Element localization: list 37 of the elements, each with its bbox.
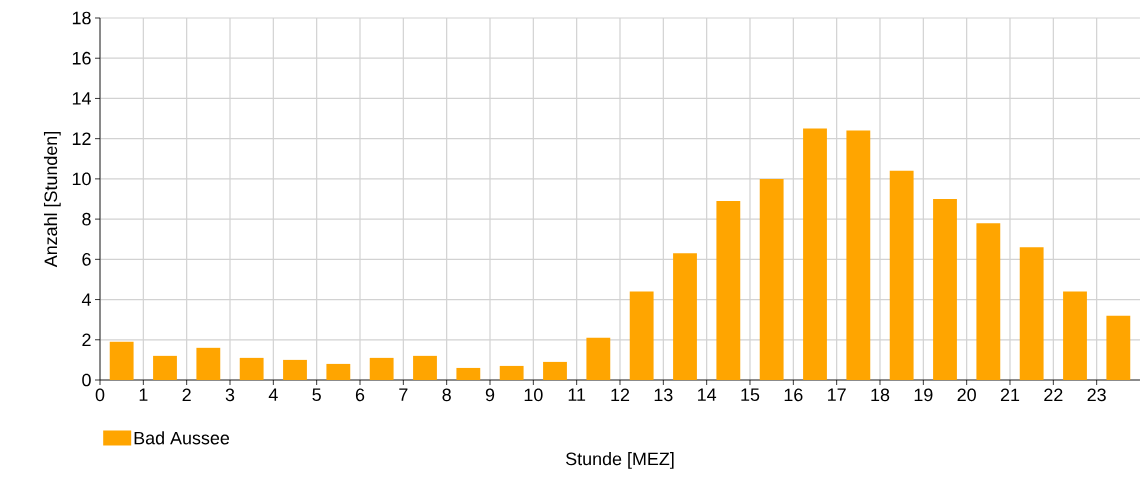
x-tick-label: 9 (485, 388, 495, 402)
x-axis-title: Stunde [MEZ] (565, 452, 674, 469)
x-tick-label: 17 (828, 388, 846, 401)
x-tick-label: 3 (225, 388, 235, 402)
y-tick-label: 16 (72, 51, 91, 65)
x-tick-label: 15 (741, 388, 760, 402)
x-tick-label: 4 (268, 388, 278, 401)
x-tick-label: 1 (139, 388, 148, 401)
y-tick-label: 2 (82, 333, 91, 347)
x-tick-label: 12 (611, 388, 630, 402)
x-tick-label: 23 (1087, 388, 1106, 402)
x-tick-label: 7 (399, 388, 408, 401)
x-tick-label: 13 (654, 388, 673, 402)
legend-label: Bad Aussee (134, 431, 230, 445)
y-tick-label: 4 (81, 293, 91, 306)
y-axis-title: Anzahl [Stunden] (43, 132, 61, 268)
y-tick-label: 18 (72, 11, 91, 25)
x-tick-label: 20 (957, 388, 976, 402)
y-tick-label: 0 (82, 373, 91, 387)
x-tick-label: 14 (698, 388, 717, 401)
x-tick-label: 18 (871, 388, 890, 402)
x-tick-label: 5 (312, 388, 321, 402)
y-tick-label: 14 (72, 92, 91, 105)
y-tick-label: 8 (82, 212, 91, 226)
x-tick-label: 22 (1044, 388, 1063, 402)
x-tick-label: 2 (182, 388, 191, 402)
x-tick-label: 11 (568, 388, 586, 401)
y-tick-label: 10 (72, 172, 91, 186)
x-tick-label: 21 (1000, 388, 1020, 402)
x-tick-label: 6 (355, 388, 365, 402)
x-tick-label: 10 (524, 388, 543, 402)
y-tick-label: 6 (82, 252, 91, 266)
x-tick-label: 19 (914, 388, 933, 402)
x-tick-label: 16 (784, 388, 803, 402)
x-tick-label: 0 (95, 388, 105, 402)
y-tick-label: 12 (72, 132, 91, 145)
x-tick-label: 8 (442, 388, 451, 402)
